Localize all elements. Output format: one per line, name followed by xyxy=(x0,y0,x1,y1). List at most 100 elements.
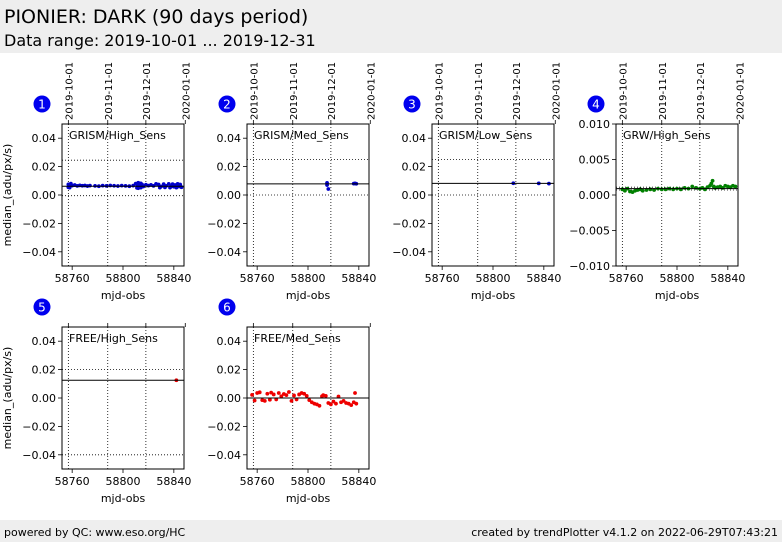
y-tick-label: 0.00 xyxy=(32,392,57,405)
panel-label: FREE/Med_Sens xyxy=(254,332,341,345)
data-point xyxy=(328,402,333,407)
y-tick-label: −0.005 xyxy=(569,225,610,238)
data-point xyxy=(671,187,676,192)
data-point xyxy=(663,187,668,192)
date-tick-label: 2019-10-01 xyxy=(618,62,629,120)
footer-created-by: created by trendPlotter v4.1.2 on 2022-0… xyxy=(471,526,778,539)
panel-number: 2 xyxy=(223,98,231,112)
data-point xyxy=(262,398,267,403)
data-point xyxy=(341,398,346,403)
panel-number-badge xyxy=(33,95,51,113)
x-tick-label: 58800 xyxy=(291,475,326,488)
data-point xyxy=(323,393,328,398)
panel-number: 6 xyxy=(223,301,231,315)
x-tick-label: 58800 xyxy=(291,272,326,285)
x-tick-label: 58800 xyxy=(476,272,511,285)
data-point xyxy=(119,183,124,188)
panel-number-badge xyxy=(33,298,51,316)
date-tick-label: 2019-12-01 xyxy=(327,62,338,120)
y-tick-label: 0.02 xyxy=(32,364,57,377)
data-point xyxy=(265,391,270,396)
data-point xyxy=(284,393,289,398)
date-tick-label: 2019-11-01 xyxy=(104,62,115,120)
date-tick-label: 2019-12-01 xyxy=(142,62,153,120)
panel-label: GRISM/High_Sens xyxy=(69,129,166,142)
date-tick-label: 2019-11-01 xyxy=(289,62,300,120)
y-tick-label: 0.02 xyxy=(217,364,242,377)
data-point xyxy=(682,186,687,190)
data-point xyxy=(710,178,715,183)
y-tick-label: −0.02 xyxy=(207,217,241,230)
data-point xyxy=(108,183,113,188)
data-point xyxy=(334,401,338,406)
data-point xyxy=(257,390,262,395)
date-tick-label: 2019-11-01 xyxy=(658,62,669,120)
panel-number: 1 xyxy=(38,98,46,112)
x-axis-label: mjd-obs xyxy=(101,289,146,302)
data-point xyxy=(354,401,359,406)
data-point xyxy=(640,188,645,193)
date-tick-label: 2019-11-01 xyxy=(474,62,485,120)
x-tick-label: 58760 xyxy=(55,475,90,488)
y-tick-label: 0.04 xyxy=(32,132,57,145)
x-tick-label: 58760 xyxy=(240,272,275,285)
data-point xyxy=(622,188,627,193)
data-point xyxy=(156,182,161,187)
y-tick-label: 0.02 xyxy=(402,161,427,174)
data-point xyxy=(252,398,257,403)
data-point xyxy=(279,394,284,399)
footer-powered-by: powered by QC: www.eso.org/HC xyxy=(4,526,186,539)
y-tick-label: −0.04 xyxy=(207,246,241,259)
data-point xyxy=(289,398,294,403)
page-title: PIONIER: DARK (90 days period) xyxy=(4,6,309,28)
x-axis-label: mjd-obs xyxy=(286,492,331,505)
x-tick-label: 58840 xyxy=(341,475,376,488)
y-tick-label: −0.04 xyxy=(22,449,56,462)
x-tick-label: 58800 xyxy=(106,272,141,285)
y-tick-label: 0.04 xyxy=(402,132,427,145)
data-point xyxy=(166,182,171,186)
y-tick-label: 0.02 xyxy=(217,161,242,174)
plot-frame xyxy=(61,123,185,267)
x-tick-label: 58840 xyxy=(156,475,191,488)
data-point xyxy=(287,390,291,394)
panel-number-badge xyxy=(587,95,605,113)
panel-number-badge xyxy=(218,95,236,113)
data-point xyxy=(307,398,312,403)
y-tick-label: −0.04 xyxy=(392,246,426,259)
data-point xyxy=(276,391,281,395)
data-point xyxy=(353,391,357,395)
y-tick-label: 0.005 xyxy=(579,154,611,167)
y-tick-label: 0.02 xyxy=(32,161,57,174)
data-point xyxy=(267,397,272,402)
plot-frame xyxy=(615,123,739,267)
y-tick-label: −0.04 xyxy=(22,246,56,259)
date-tick-label: 2020-01-01 xyxy=(735,62,746,120)
data-point xyxy=(292,393,296,398)
date-tick-label: 2019-10-01 xyxy=(64,62,75,120)
x-tick-label: 58760 xyxy=(425,272,460,285)
x-tick-label: 58760 xyxy=(609,272,644,285)
data-point xyxy=(304,393,309,398)
panel-number-badge xyxy=(403,95,421,113)
y-tick-label: −0.02 xyxy=(22,420,56,433)
data-point xyxy=(250,392,254,397)
data-point xyxy=(349,403,354,407)
footer: powered by QC: www.eso.org/HC created by… xyxy=(0,520,782,542)
data-point xyxy=(88,183,92,188)
y-axis-label: median_(adu/px/s) xyxy=(1,347,14,450)
y-tick-label: 0.04 xyxy=(217,335,242,348)
y-tick-label: −0.02 xyxy=(22,217,56,230)
data-point xyxy=(733,184,738,189)
x-tick-label: 58840 xyxy=(526,272,561,285)
y-tick-label: 0.04 xyxy=(217,132,242,145)
panel-number: 3 xyxy=(408,98,416,112)
data-point xyxy=(690,184,695,189)
y-tick-label: −0.02 xyxy=(207,420,241,433)
panel-label: GRISM/Low_Sens xyxy=(439,129,532,142)
plot-frame xyxy=(61,326,185,470)
data-point xyxy=(648,187,653,192)
y-tick-label: 0.00 xyxy=(217,189,242,202)
x-tick-label: 58760 xyxy=(55,272,90,285)
x-axis-label: mjd-obs xyxy=(286,289,331,302)
